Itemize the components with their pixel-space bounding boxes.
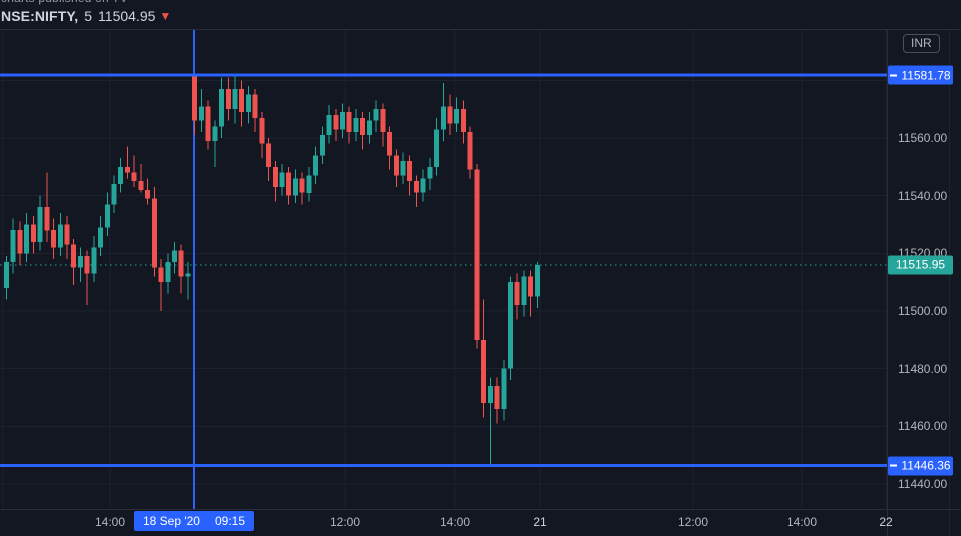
time-tick-label: 21: [533, 515, 547, 529]
lower-line-price-label[interactable]: 11446.36: [888, 456, 953, 476]
price-axis-border: [887, 29, 888, 536]
price-tick-label: 11540.00: [898, 188, 948, 203]
last-price-label-value: 11515.95: [895, 257, 946, 272]
last-price-label[interactable]: 11515.95: [888, 255, 953, 275]
time-tick-label: 12:00: [329, 515, 361, 529]
price-down-triangle-icon: ▼: [159, 9, 172, 23]
chart-legend[interactable]: NSE:NIFTY, 5 11504.95 ▼: [1, 8, 171, 24]
line-tick-dash: [890, 74, 898, 77]
price-tick-label: 11500.00: [898, 303, 948, 318]
lower-line-price-label-value: 11446.36: [901, 458, 951, 473]
line-tick-dash: [890, 464, 898, 467]
price-axis[interactable]: 11560.00 11540.00 11520.00 11500.00 11480.00…: [887, 29, 961, 509]
currency-badge[interactable]: INR: [903, 34, 940, 53]
pane-top-border: [0, 29, 961, 30]
selected-bar-date: 18 Sep '20: [142, 514, 200, 528]
time-tick-label: 12:00: [677, 515, 709, 529]
upper-line-price-label[interactable]: 11581.78: [888, 65, 953, 85]
watermark-text: charts published on TV: [1, 0, 301, 6]
time-tick-label: 14:00: [439, 515, 471, 529]
symbol-name[interactable]: NSE:NIFTY,: [1, 8, 79, 24]
time-axis[interactable]: 14:00 12:00 14:00 21 12:00 14:00 22: [0, 510, 961, 536]
selected-bar-time-label: 18 Sep '20 09:15: [133, 511, 255, 531]
time-axis-border: [0, 509, 961, 510]
candles[interactable]: [4, 75, 540, 466]
time-tick-label: 22: [879, 515, 893, 529]
selected-bar-time: 09:15: [214, 514, 246, 528]
time-tick-label: 14:00: [94, 515, 126, 529]
price-tick-label: 11560.00: [898, 130, 948, 145]
price-tick-label: 11460.00: [898, 419, 948, 434]
legend-last-price: 11504.95: [98, 8, 156, 24]
price-tick-label: 11480.00: [898, 361, 948, 376]
price-tick-label: 11440.00: [898, 476, 948, 491]
right-edge-border: [949, 29, 950, 536]
upper-line-price-label-value: 11581.78: [901, 68, 951, 83]
interval-label[interactable]: 5: [84, 8, 93, 24]
time-tick-label: 14:00: [786, 515, 818, 529]
